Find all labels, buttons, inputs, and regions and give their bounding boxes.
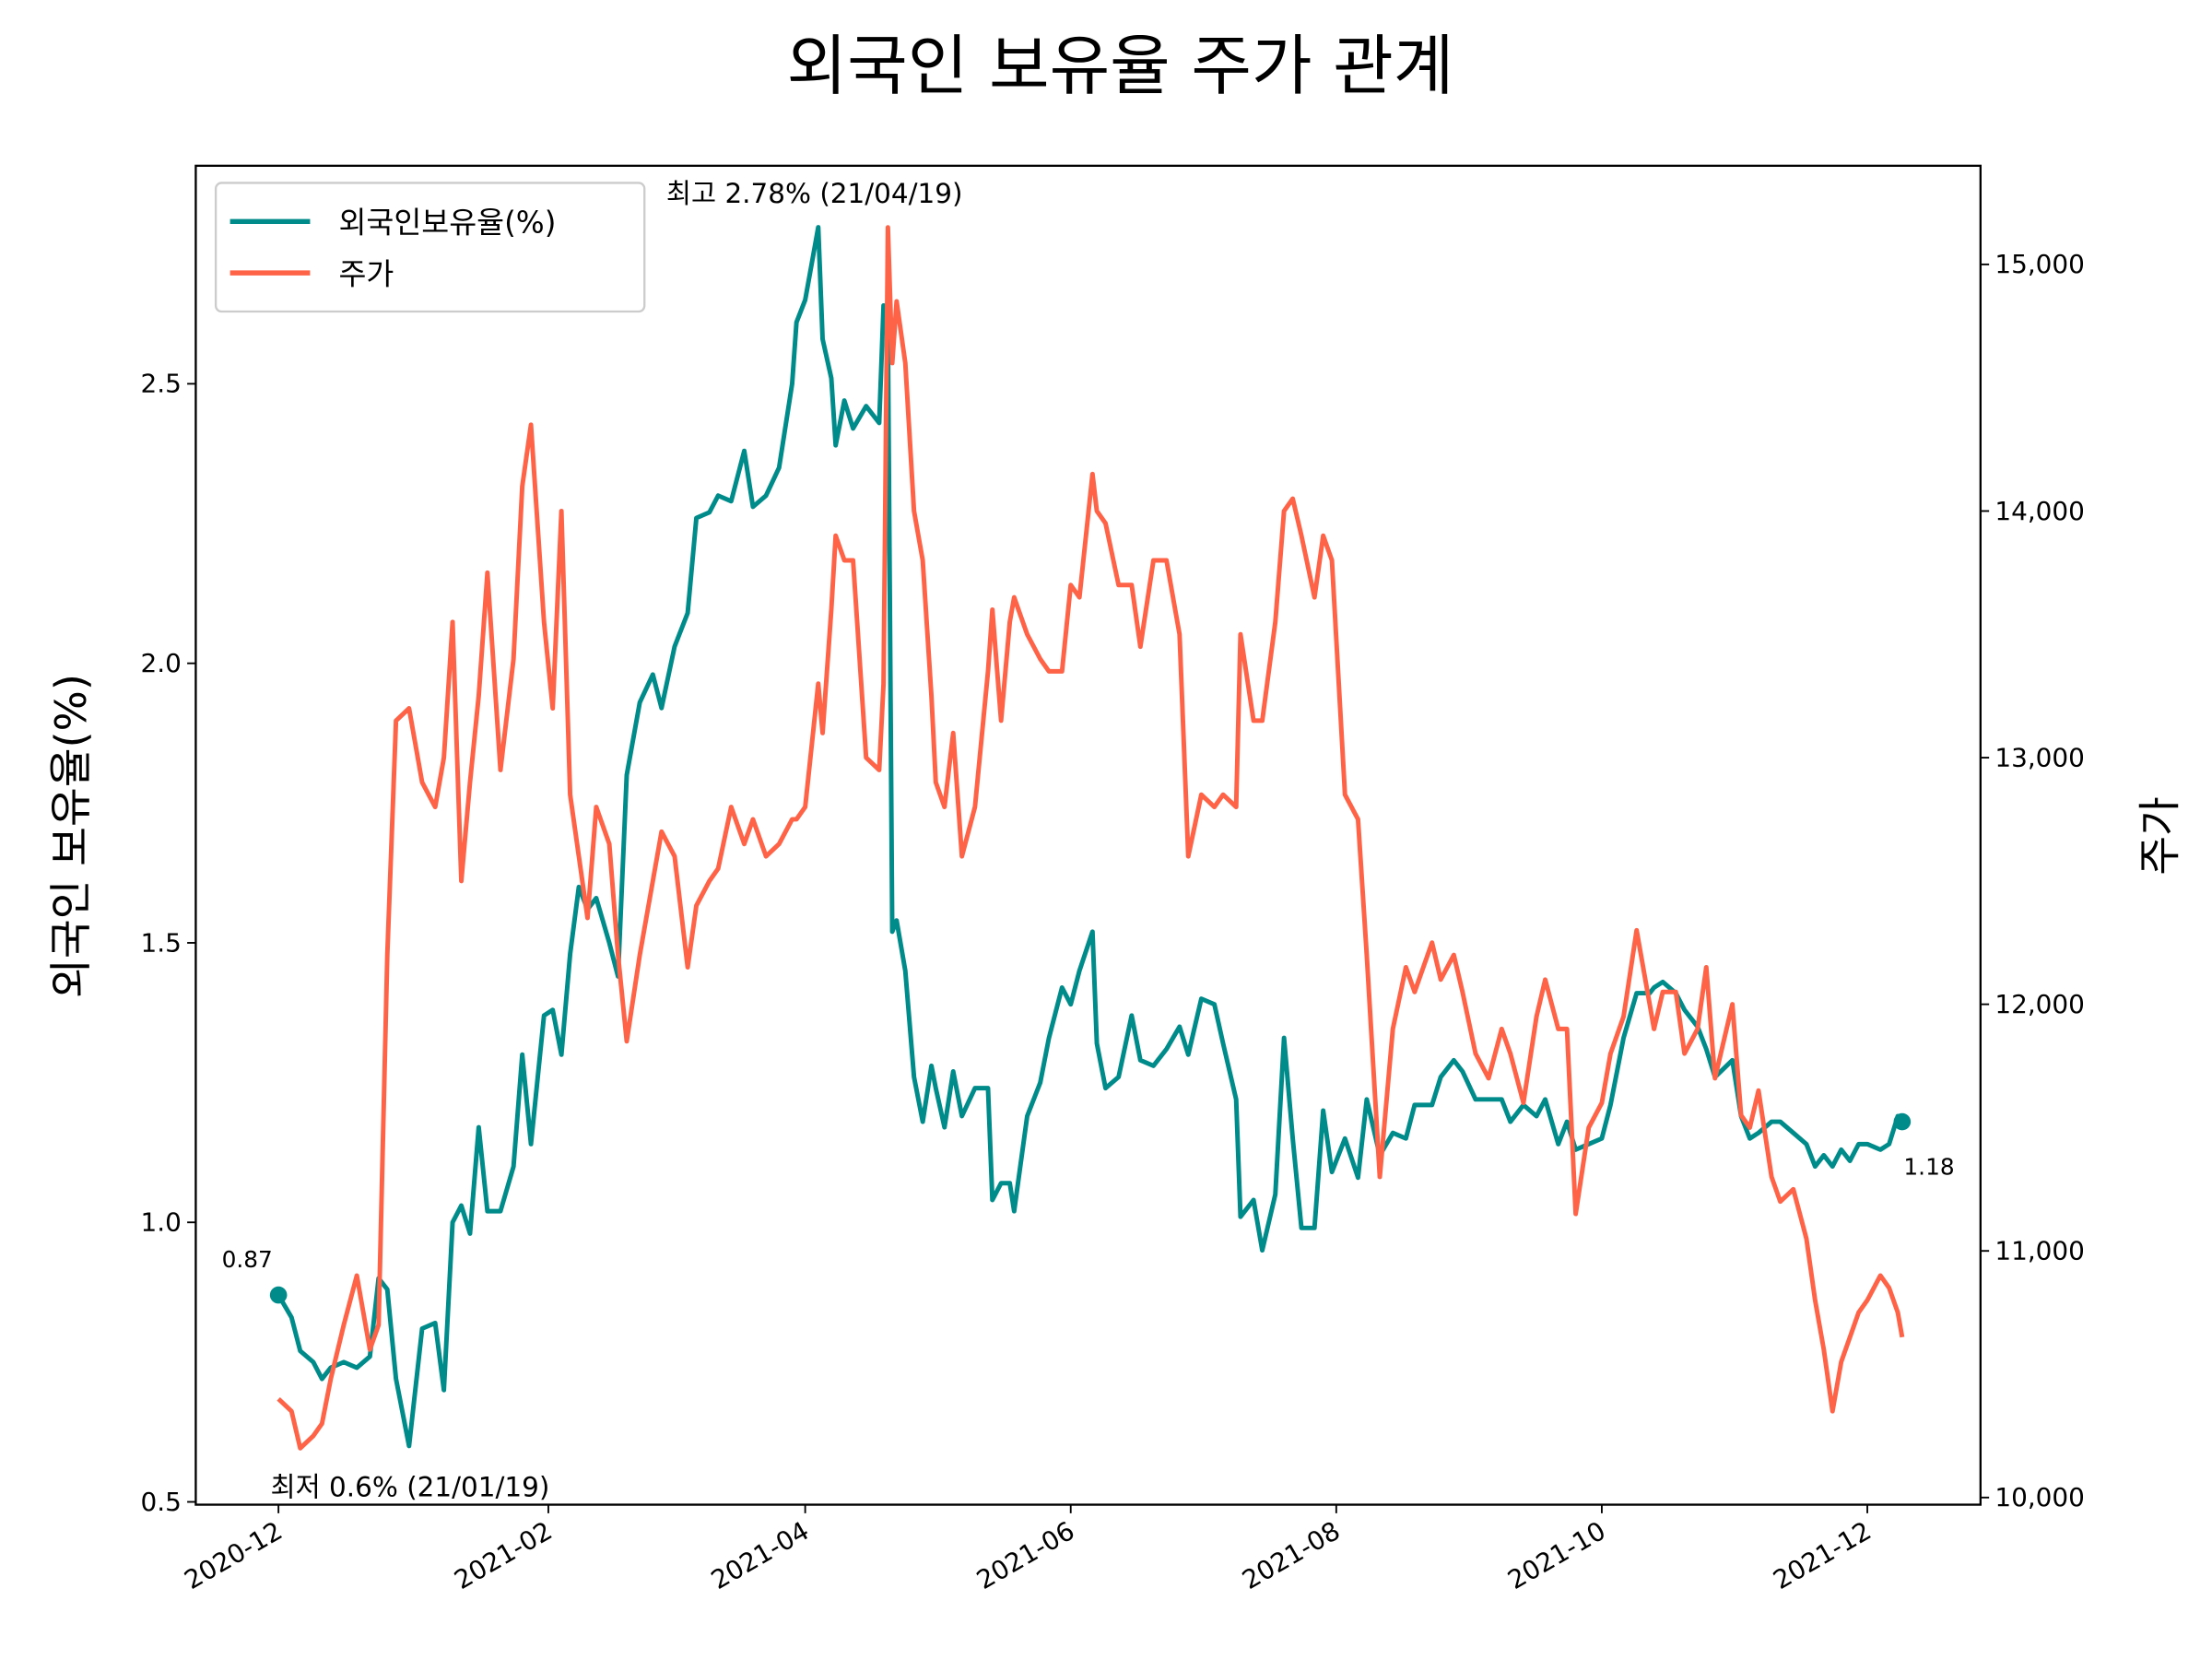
y-tick-label: 2.0 <box>141 648 182 678</box>
legend-box <box>214 182 646 313</box>
y-tick-label: 1.0 <box>141 1207 182 1238</box>
y2-tick-label: 15,000 <box>1994 249 2085 279</box>
annotation: 최고 2.78% (21/04/19) <box>666 178 963 209</box>
y2-tick-label: 13,000 <box>1994 742 2085 772</box>
legend-label: 외국인보유율(%) <box>338 206 556 241</box>
y-tick-label: 2.5 <box>141 369 182 399</box>
y2-tick-label: 14,000 <box>1994 496 2085 526</box>
endpoint-dot <box>1893 1112 1912 1131</box>
y-tick-label: 0.5 <box>141 1487 182 1517</box>
annotation: 최저 0.6% (21/01/19) <box>271 1471 550 1502</box>
y-axis-label: 외국인 보유율(%) <box>46 674 96 998</box>
chart-title: 외국인 보유율 주가 관계 <box>787 28 1454 104</box>
y-tick-label: 1.5 <box>141 927 182 958</box>
legend-label: 주가 <box>338 257 394 292</box>
endpoint-dot <box>269 1286 288 1304</box>
y2-tick-label: 11,000 <box>1994 1236 2085 1266</box>
plot-frame <box>194 164 1982 1506</box>
series-line <box>276 225 1904 1449</box>
y2-tick-label: 10,000 <box>1994 1482 2085 1512</box>
series-line <box>276 225 1905 1451</box>
y2-tick-label: 12,000 <box>1994 989 2085 1019</box>
annotation: 0.87 <box>222 1246 273 1273</box>
y2-axis-label: 주가 <box>2136 796 2185 876</box>
annotation: 1.18 <box>1903 1153 1954 1180</box>
